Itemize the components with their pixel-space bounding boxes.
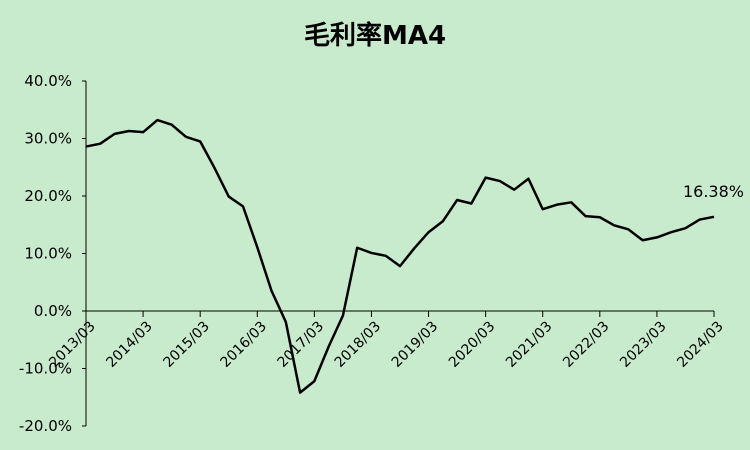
chart-title: 毛利率MA4 xyxy=(304,20,446,51)
x-tick-labels: 2013/03 2014/03 2015/03 2016/03 2017/03 2018/… xyxy=(46,318,726,370)
y-tick-label: 10.0% xyxy=(24,245,72,263)
y-tick-label: 40.0% xyxy=(24,72,72,90)
y-tick-label: -20.0% xyxy=(19,417,72,435)
x-tick-label: 2023/03 xyxy=(617,318,669,370)
axes xyxy=(82,80,715,427)
x-tick-label: 2014/03 xyxy=(103,318,155,370)
x-tick-label: 2018/03 xyxy=(332,318,384,370)
x-tick-label: 2013/03 xyxy=(46,318,98,370)
last-value-label: 16.38% xyxy=(683,182,744,201)
x-tick-label: 2021/03 xyxy=(503,318,555,370)
y-tick-label: -10.0% xyxy=(19,360,72,378)
x-tick-label: 2016/03 xyxy=(218,318,270,370)
y-tick-label: 20.0% xyxy=(24,187,72,205)
series-line xyxy=(85,118,715,394)
x-tick-label: 2017/03 xyxy=(275,318,327,370)
x-tick-label: 2019/03 xyxy=(389,318,441,370)
y-tick-label: 0.0% xyxy=(34,302,72,320)
series-group xyxy=(85,118,715,394)
y-tick-label: 30.0% xyxy=(24,130,72,148)
annotations: 16.38% xyxy=(683,182,744,201)
x-tick-label: 2015/03 xyxy=(160,318,212,370)
y-tick-labels: 40.0% 30.0% 20.0% 10.0% 0.0% -10.0% -20.0% xyxy=(19,72,72,435)
x-tick-label: 2020/03 xyxy=(446,318,498,370)
x-tick-label: 2022/03 xyxy=(560,318,612,370)
x-tick-label: 2024/03 xyxy=(674,318,726,370)
